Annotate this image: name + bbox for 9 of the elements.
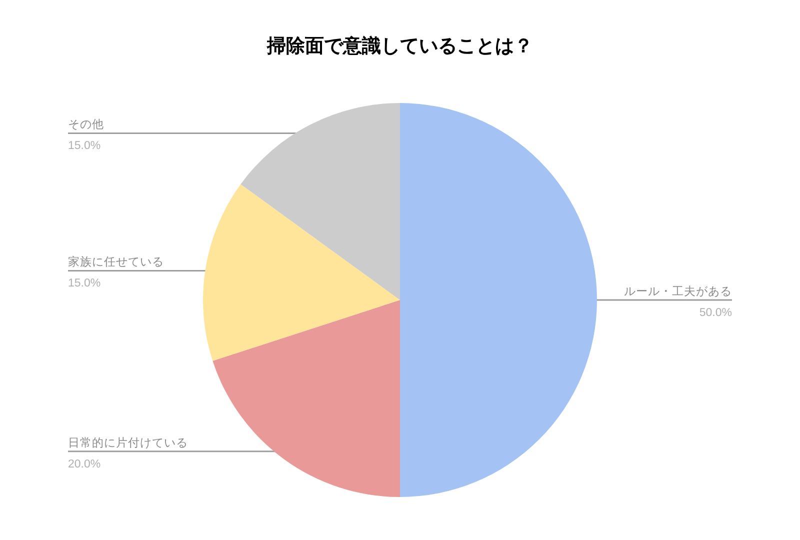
data-label: 15.0%: [68, 140, 101, 152]
slice-label: その他: [68, 118, 104, 132]
slice-label: 家族に任せている: [68, 254, 164, 269]
data-label: 20.0%: [68, 458, 101, 470]
slice-label: 日常的に片付けている: [68, 436, 188, 450]
slice-label: ルール・工夫がある: [624, 285, 732, 298]
title: 掃除面で意識していることは？: [267, 36, 533, 57]
data-label: 15.0%: [68, 278, 101, 290]
data-label: 50.0%: [699, 307, 732, 319]
